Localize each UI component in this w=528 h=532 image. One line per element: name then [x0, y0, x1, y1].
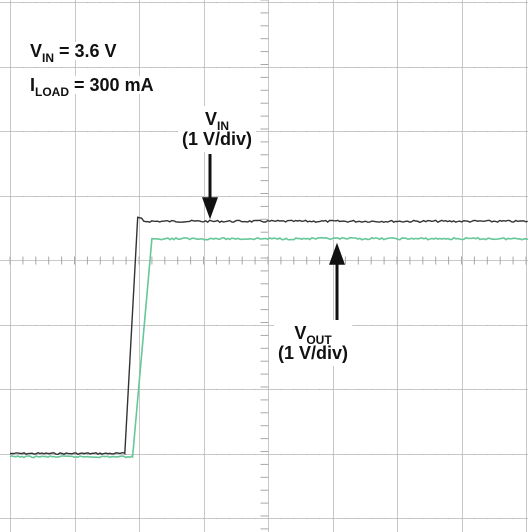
vout-label-name: VOUT [278, 323, 348, 346]
vout-probe-label: VOUT (1 V/div) [274, 320, 353, 366]
condition-iload-value: = 300 mA [69, 75, 154, 95]
vin-arrow-head [202, 197, 218, 220]
vin-label-scale: (1 V/div) [182, 129, 253, 149]
vout-trace [9, 236, 528, 459]
condition-iload-main: I [30, 75, 36, 95]
vout-label-sub: OUT [306, 333, 332, 347]
vout-arrow-head [329, 242, 345, 265]
condition-vin-value: = 3.6 V [54, 41, 117, 61]
condition-vin-main: V [30, 41, 43, 61]
vin-trace [10, 216, 528, 456]
vin-label-main: V [205, 109, 218, 129]
condition-vin-sub: IN [42, 51, 55, 65]
vout-label-scale: (1 V/div) [278, 343, 349, 363]
vin-label-sub: IN [217, 119, 230, 133]
vin-label-name: VIN [182, 109, 252, 132]
vout-label-main: V [294, 323, 307, 343]
condition-iload: ILOAD = 300 mA [30, 75, 154, 98]
condition-vin: VIN = 3.6 V [30, 41, 117, 64]
condition-iload-sub: LOAD [35, 85, 70, 99]
vin-probe-label: VIN (1 V/div) [178, 106, 257, 152]
